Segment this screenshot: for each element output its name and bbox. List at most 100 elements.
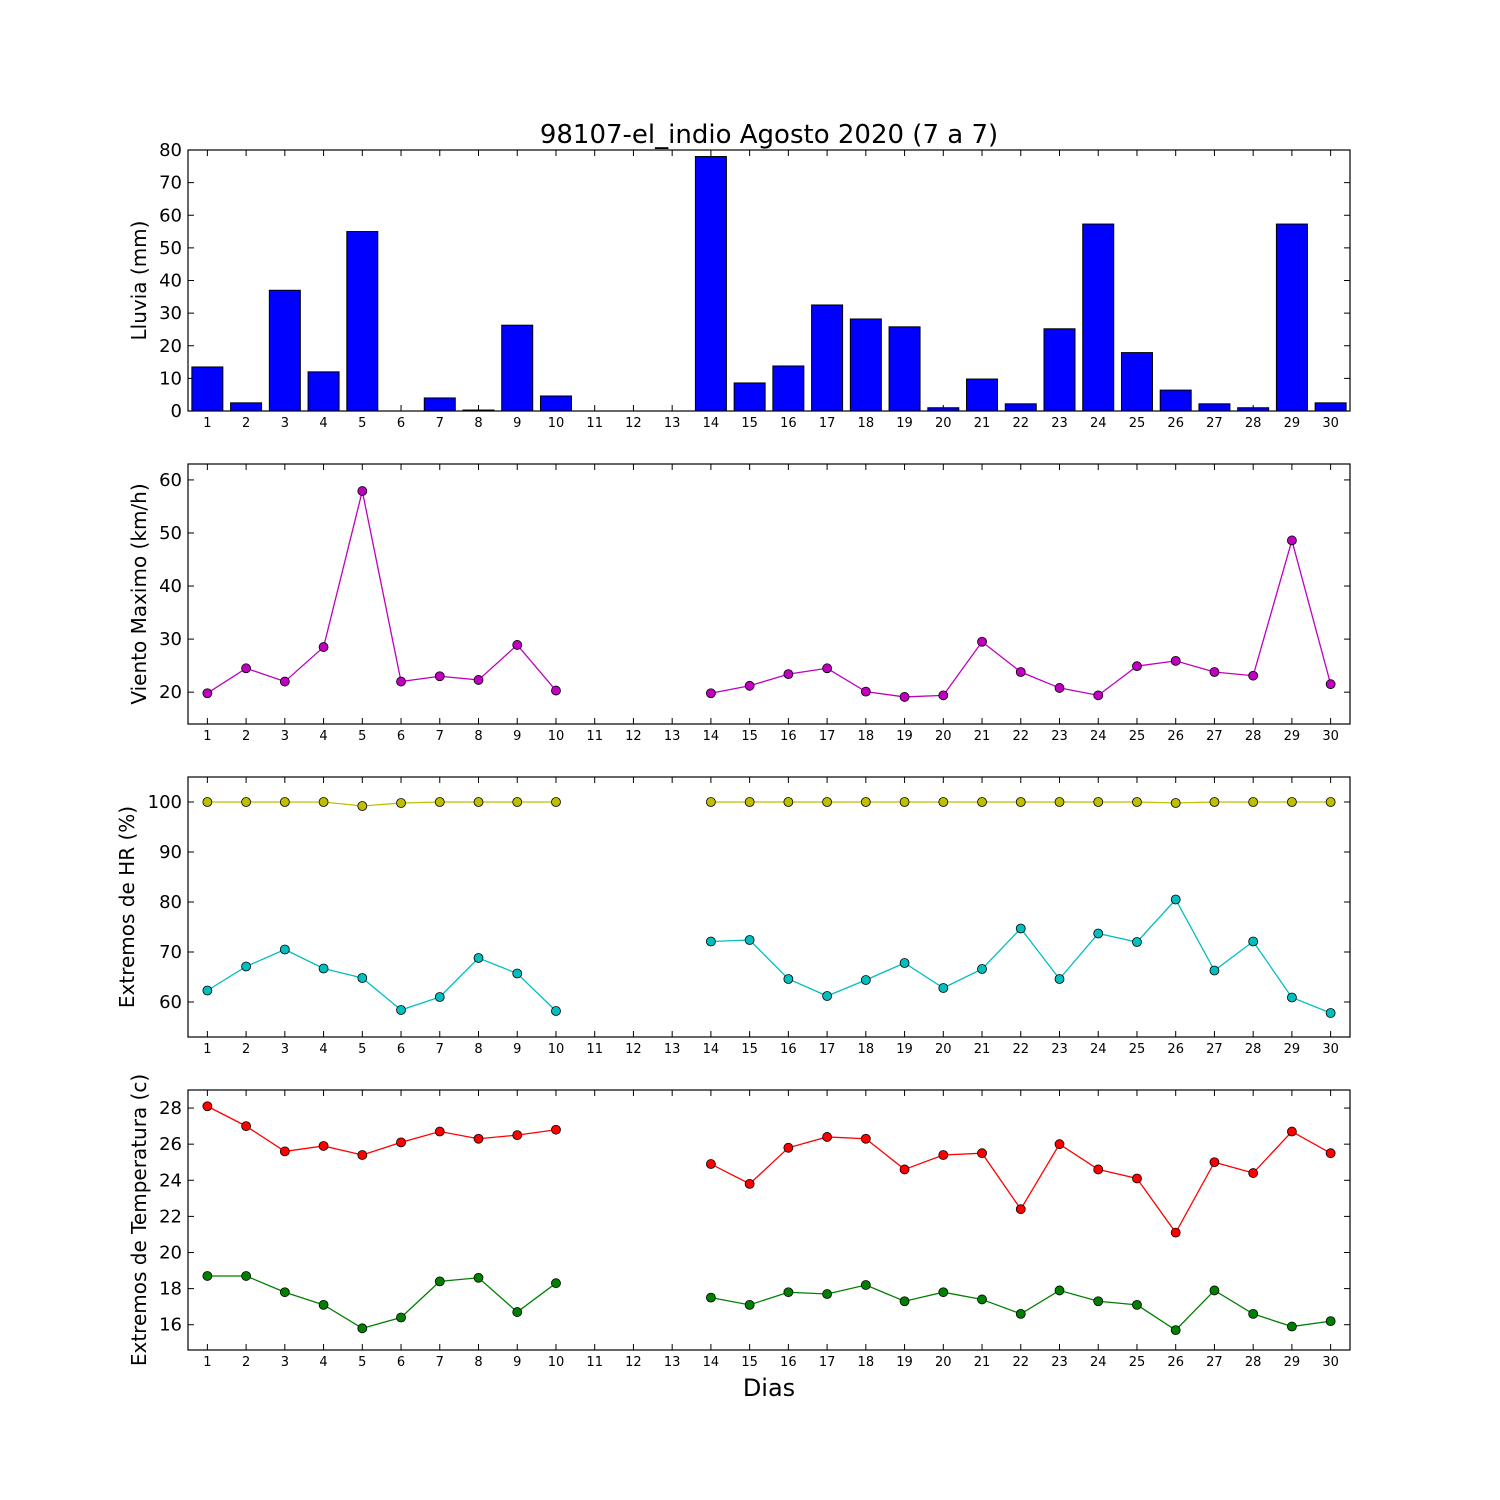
x-tick-label: 5 xyxy=(358,416,366,431)
bar-day-25 xyxy=(1120,352,1153,412)
y-tick-label: 50 xyxy=(159,523,182,544)
point-day-5 xyxy=(357,1150,368,1160)
point-day-30 xyxy=(1325,797,1336,807)
point-day-15 xyxy=(744,680,755,691)
point-day-3 xyxy=(279,1287,290,1298)
x-tick-label: 13 xyxy=(664,1355,681,1370)
x-tick-label: 3 xyxy=(281,1042,289,1057)
bar-day-5 xyxy=(346,231,379,412)
point-day-17 xyxy=(822,1132,832,1142)
x-tick-label: 27 xyxy=(1206,729,1223,744)
x-tick-label: 27 xyxy=(1206,1042,1223,1057)
point-day-4 xyxy=(318,1299,329,1310)
x-tick-label: 24 xyxy=(1090,1042,1107,1057)
x-tick-label: 16 xyxy=(780,1355,797,1370)
x-tick-label: 8 xyxy=(474,416,482,431)
point-day-1 xyxy=(202,797,213,807)
y-tick-label: 40 xyxy=(159,576,182,597)
point-day-5 xyxy=(357,1323,368,1334)
point-day-18 xyxy=(860,797,871,807)
x-tick-label: 12 xyxy=(625,416,642,431)
x-tick-label: 10 xyxy=(548,1042,565,1057)
x-tick-label: 8 xyxy=(474,729,482,744)
x-tick-label: 2 xyxy=(242,1042,250,1057)
x-tick-label: 1 xyxy=(203,1042,211,1057)
bar-day-24 xyxy=(1082,223,1115,412)
x-tick-label: 27 xyxy=(1206,1355,1223,1370)
x-tick-label: 15 xyxy=(741,1042,758,1057)
series-line-1 xyxy=(207,490,557,694)
x-tick-label: 17 xyxy=(819,1355,836,1370)
x-tick-label: 12 xyxy=(625,729,642,744)
point-day-25 xyxy=(1132,1299,1142,1310)
x-tick-label: 12 xyxy=(625,1355,642,1370)
point-day-9 xyxy=(512,1307,523,1317)
point-day-7 xyxy=(434,1126,445,1137)
point-day-9 xyxy=(512,640,523,650)
x-tick-label: 9 xyxy=(513,1355,521,1370)
point-day-6 xyxy=(396,676,406,687)
x-tick-label: 25 xyxy=(1129,416,1146,431)
point-day-24 xyxy=(1093,797,1104,807)
bar-day-3 xyxy=(268,289,301,412)
point-day-9 xyxy=(512,1130,523,1141)
point-day-22 xyxy=(1015,1308,1026,1319)
y-tick-label: 80 xyxy=(159,140,182,161)
x-tick-label: 11 xyxy=(586,1042,603,1057)
point-day-10 xyxy=(551,1124,561,1135)
y-tick-label: 16 xyxy=(159,1315,182,1336)
x-tick-label: 14 xyxy=(703,1355,720,1370)
x-tick-label: 3 xyxy=(281,729,289,744)
x-tick-label: 17 xyxy=(819,416,836,431)
y-tick-label: 100 xyxy=(148,792,182,813)
point-day-3 xyxy=(279,944,290,955)
point-day-29 xyxy=(1287,1321,1297,1332)
axes-frame xyxy=(187,776,1351,1038)
point-day-23 xyxy=(1054,797,1065,807)
y-tick-label: 20 xyxy=(159,682,182,703)
bar-day-14 xyxy=(694,156,727,412)
series-line-2 xyxy=(207,948,557,1012)
x-tick-label: 27 xyxy=(1206,416,1223,431)
x-tick-label: 5 xyxy=(358,1042,366,1057)
x-tick-label: 23 xyxy=(1051,1355,1068,1370)
point-day-14 xyxy=(706,797,716,807)
x-tick-label: 30 xyxy=(1322,1355,1339,1370)
bar-day-17 xyxy=(811,304,844,412)
point-day-22 xyxy=(1015,923,1026,934)
bar-day-10 xyxy=(539,395,572,412)
x-tick-label: 22 xyxy=(1012,416,1029,431)
x-tick-label: 16 xyxy=(780,729,797,744)
x-tick-label: 3 xyxy=(281,1355,289,1370)
point-day-18 xyxy=(860,686,871,697)
x-tick-label: 25 xyxy=(1129,1355,1146,1370)
point-day-8 xyxy=(473,1272,484,1283)
point-day-23 xyxy=(1054,1139,1065,1150)
point-day-8 xyxy=(473,797,484,807)
point-day-20 xyxy=(938,690,949,701)
x-tick-label: 16 xyxy=(780,1042,797,1057)
x-tick-label: 22 xyxy=(1012,1355,1029,1370)
point-day-5 xyxy=(357,973,368,983)
x-tick-label: 29 xyxy=(1284,416,1301,431)
axes-frame xyxy=(187,463,1351,725)
x-tick-label: 28 xyxy=(1245,416,1262,431)
x-tick-label: 15 xyxy=(741,1355,758,1370)
x-tick-label: 13 xyxy=(664,729,681,744)
x-tick-label: 1 xyxy=(203,729,211,744)
y-tick-label: 40 xyxy=(159,271,182,292)
point-day-22 xyxy=(1015,1204,1026,1215)
point-day-6 xyxy=(396,1137,406,1148)
point-day-19 xyxy=(899,692,910,702)
point-day-30 xyxy=(1325,1008,1336,1018)
series-line-2 xyxy=(710,1284,1331,1331)
x-tick-label: 7 xyxy=(436,416,444,431)
point-day-19 xyxy=(899,797,910,807)
x-tick-label: 29 xyxy=(1284,1042,1301,1057)
x-tick-label: 1 xyxy=(203,1355,211,1370)
y-tick-label: 50 xyxy=(159,238,182,259)
point-day-6 xyxy=(396,1005,406,1015)
